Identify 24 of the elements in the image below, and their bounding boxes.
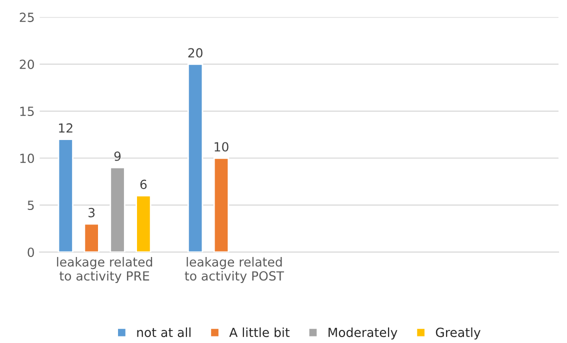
bar: [136, 195, 152, 252]
x-tick-label: leakage related to activity PRE: [57, 256, 152, 284]
y-tick-label: 0: [28, 248, 34, 258]
data-label: 10: [214, 142, 228, 152]
y-tick-label: 25: [20, 12, 34, 22]
y-tick-label: 5: [28, 200, 34, 210]
legend-label: Moderately: [328, 327, 398, 340]
x-tick-label: leakage related to activity POST: [184, 256, 284, 284]
bar: [58, 138, 74, 252]
y-tick-label: 10: [20, 154, 34, 164]
legend-label: Greatly: [436, 327, 480, 340]
legend-label: A little bit: [229, 327, 290, 338]
bar: [188, 63, 204, 252]
data-label: 3: [88, 208, 95, 218]
bar: [110, 166, 126, 252]
bar: [213, 157, 230, 252]
data-label: 6: [140, 180, 147, 190]
legend-label: not at all: [137, 327, 190, 338]
data-label: 20: [188, 48, 202, 58]
y-tick-label: 15: [20, 106, 34, 116]
y-tick-label: 20: [20, 60, 34, 70]
data-label: 9: [114, 151, 121, 161]
data-label: 12: [59, 123, 72, 133]
bar: [84, 223, 100, 252]
